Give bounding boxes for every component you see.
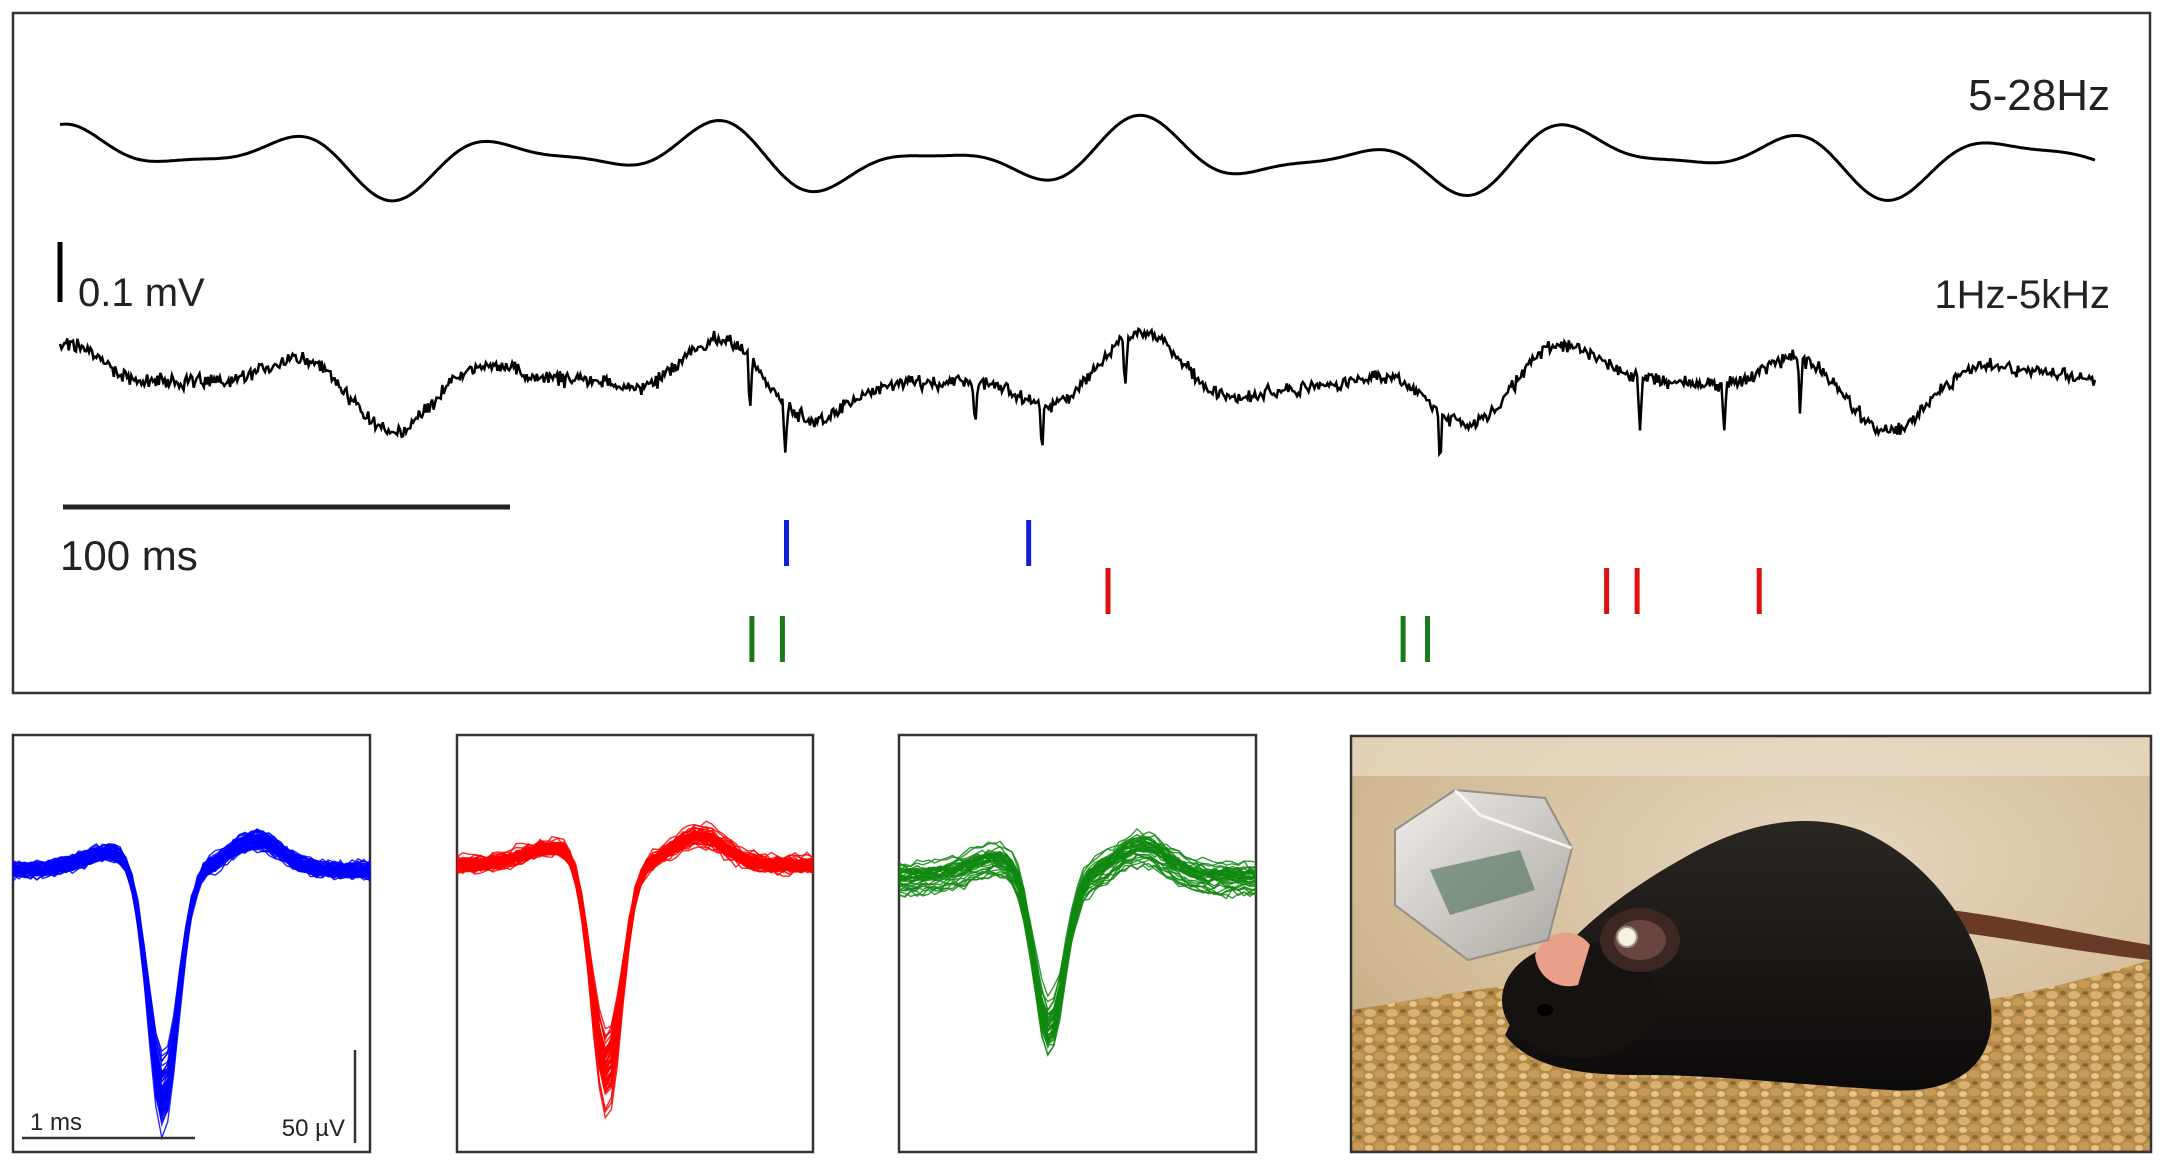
- waveform-trace-green: [898, 861, 1257, 1045]
- top-panel-frame: [11, 11, 2152, 695]
- mouse-photo: [1349, 734, 2153, 1154]
- waveform-panel-blue: 1 ms 50 µV: [11, 733, 372, 1154]
- waveform-traces-blue: [12, 828, 371, 1141]
- headstage-base: [1535, 932, 1590, 987]
- broadband-trace-label: 1Hz-5kHz: [1934, 273, 2110, 317]
- photo-frame: [1349, 734, 2153, 1154]
- waveform-traces-red: [456, 820, 814, 1120]
- waveform-trace-green: [898, 841, 1257, 1035]
- filtered-trace-label: 5-28Hz: [1968, 71, 2110, 120]
- waveform-trace-green: [898, 836, 1257, 1027]
- voltage-scale-label: 0.1 mV: [78, 271, 205, 315]
- filtered-trace: [59, 113, 2096, 203]
- waveform-trace-red: [456, 830, 814, 1068]
- waveform-trace-red: [456, 832, 814, 1060]
- waveform-panel-green: [897, 733, 1258, 1154]
- time-scale-label: 100 ms: [60, 532, 198, 579]
- waveform-traces-green: [898, 827, 1257, 1057]
- waveform-panel-red: [455, 733, 815, 1154]
- waveform-trace-green: [898, 857, 1257, 1039]
- waveform-frame-blue: [11, 733, 372, 1154]
- waveform-frame-green: [897, 733, 1258, 1154]
- time-scale-label-small: 1 ms: [30, 1109, 82, 1136]
- waveform-frame-red: [455, 733, 815, 1154]
- waveform-trace-blue: [12, 830, 371, 1093]
- voltage-scale-label-small: 50 µV: [282, 1115, 345, 1142]
- waveform-trace-red: [456, 830, 814, 1112]
- waveform-trace-blue: [12, 842, 371, 1107]
- waveform-trace-blue: [12, 831, 371, 1078]
- spike-raster: [749, 520, 1762, 662]
- broadband-trace: [58, 326, 2097, 458]
- waveform-trace-green: [898, 844, 1257, 1033]
- ear-tag: [1616, 926, 1638, 948]
